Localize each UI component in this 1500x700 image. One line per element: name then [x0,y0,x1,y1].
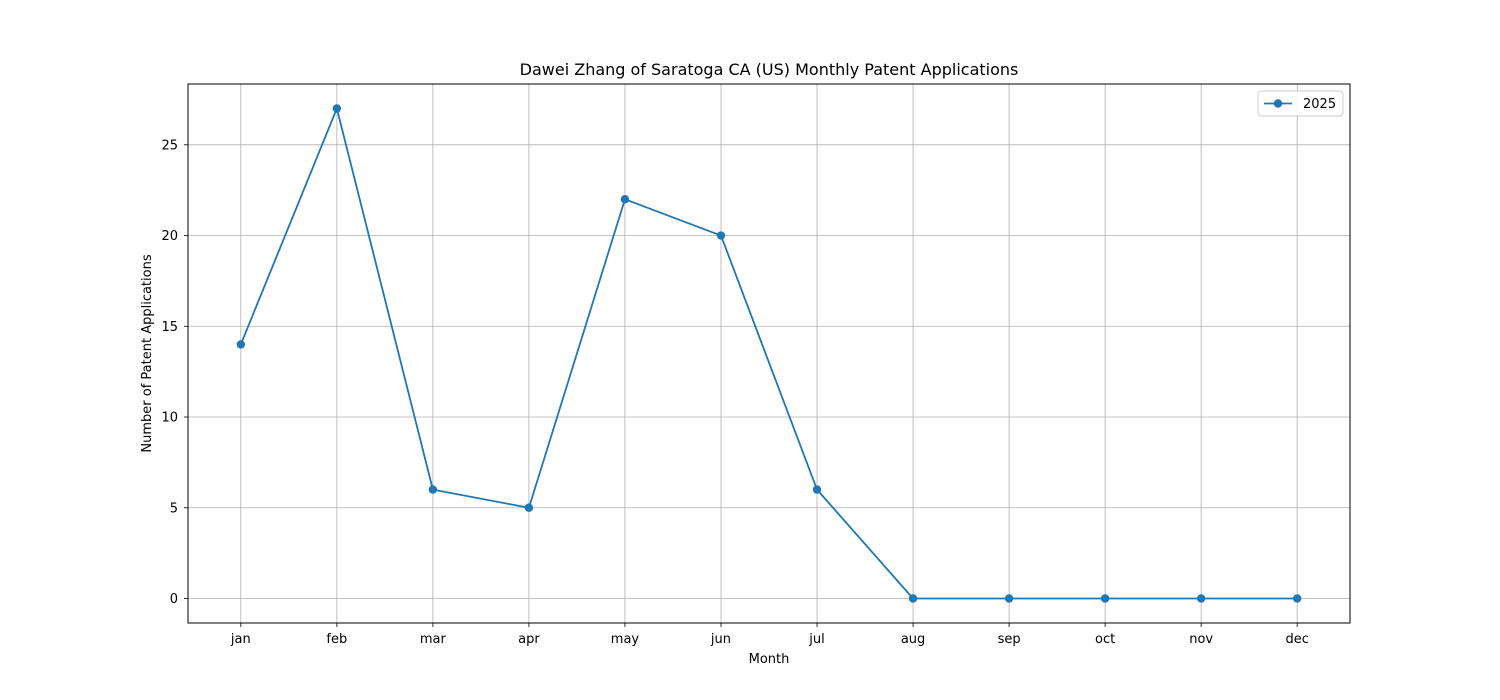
legend-label: 2025 [1303,97,1336,112]
x-tick-label: dec [1285,632,1308,647]
chart-container: jan feb mar apr may jun jul aug sep oct nov dec 0 5 10… [0,0,1500,700]
ticks-layer: jan feb mar apr may jun jul aug sep oct nov dec 0 5 10… [161,138,1308,647]
x-tick-label: jan [230,632,251,647]
x-axis-label: Month [749,652,790,667]
x-tick-label: mar [420,632,447,647]
x-tick-label: sep [998,632,1021,647]
axes-layer [188,84,1350,623]
data-point [717,231,725,239]
data-point [333,104,341,112]
x-tick-label: aug [901,632,925,647]
data-point [1293,594,1301,602]
y-tick-label: 5 [170,501,178,516]
y-tick-label: 20 [161,229,178,244]
plot-frame [188,84,1350,623]
x-tick-label: may [611,632,640,647]
x-tick-label: jun [710,632,731,647]
y-tick-label: 15 [161,320,178,335]
data-point [1197,594,1205,602]
data-point [525,504,533,512]
data-point [909,594,917,602]
data-point [1101,594,1109,602]
series-line [241,109,1297,599]
data-point [429,485,437,493]
data-point [621,195,629,203]
line-chart: jan feb mar apr may jun jul aug sep oct nov dec 0 5 10… [0,0,1500,700]
y-tick-label: 0 [170,592,178,607]
x-tick-label: oct [1095,632,1115,647]
x-tick-label: feb [326,632,347,647]
data-point [237,340,245,348]
x-tick-label: apr [518,632,540,647]
y-tick-label: 10 [161,411,178,426]
data-point [1005,594,1013,602]
series-layer [237,104,1302,602]
grid-layer [188,84,1350,623]
y-tick-label: 25 [161,138,178,153]
chart-title: Dawei Zhang of Saratoga CA (US) Monthly … [520,60,1019,79]
x-tick-label: jul [808,632,824,647]
legend: 2025 [1258,91,1343,116]
y-axis-label: Number of Patent Applications [140,254,155,452]
x-tick-label: nov [1189,632,1213,647]
legend-marker [1274,99,1282,107]
data-point [813,485,821,493]
